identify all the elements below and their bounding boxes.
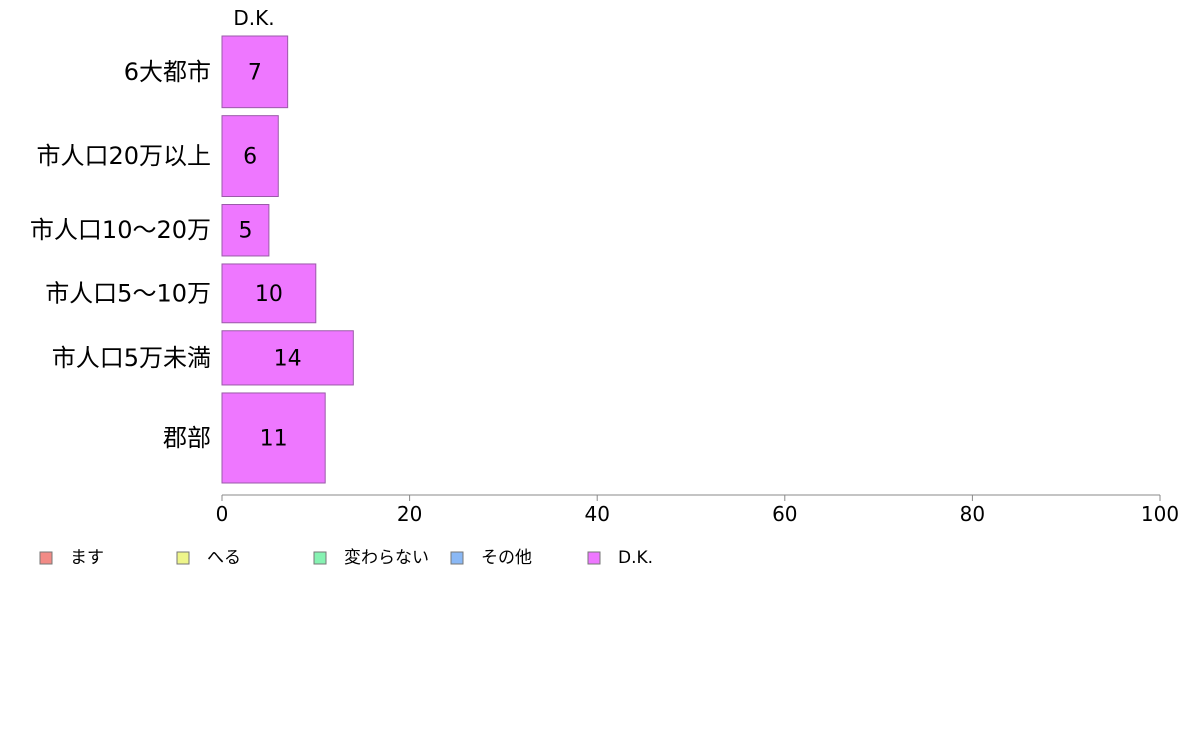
legend-label: D.K.	[618, 548, 653, 568]
bar	[221, 115, 279, 198]
x-tick-label: 80	[960, 502, 985, 526]
category-label: 市人口5万未満	[52, 344, 211, 372]
x-tick-label: 40	[584, 502, 609, 526]
legend-label: 変わらない	[344, 548, 429, 568]
bar	[221, 35, 289, 109]
category-label: 郡部	[163, 424, 211, 452]
bar-value-label: 5	[238, 219, 252, 244]
bar	[221, 204, 270, 257]
bar-value-label: 14	[274, 346, 302, 371]
series-title: D.K.	[233, 6, 274, 30]
legend-swatch	[176, 551, 190, 565]
x-tick-label: 0	[216, 502, 229, 526]
category-label: 6大都市	[124, 58, 211, 86]
legend-label: へる	[207, 548, 241, 568]
legend-swatch	[587, 551, 601, 565]
category-label: 市人口10～20万	[30, 216, 211, 244]
bar	[221, 330, 354, 386]
bar	[221, 263, 317, 324]
legend: ます へる 変わらない その他 D.K.	[39, 548, 653, 568]
x-tick-label: 20	[397, 502, 422, 526]
bar-value-label: 11	[260, 426, 288, 451]
bar-value-label: 10	[255, 282, 283, 307]
x-tick-label: 100	[1141, 502, 1179, 526]
legend-swatch	[313, 551, 327, 565]
bar-value-label: 7	[248, 60, 262, 85]
bars	[221, 35, 354, 484]
category-label: 市人口5～10万	[45, 279, 211, 307]
x-tick-label: 60	[772, 502, 797, 526]
category-label: 市人口20万以上	[36, 142, 211, 170]
legend-label: ます	[70, 548, 104, 568]
legend-swatch	[39, 551, 53, 565]
legend-swatch	[450, 551, 464, 565]
bar-value-labels: 7 6 5 10 14 11	[238, 60, 301, 451]
legend-label: その他	[481, 548, 532, 568]
bar-value-label: 6	[243, 145, 257, 170]
x-ticks: 0 20 40 60 80 100	[216, 495, 1179, 526]
bar	[221, 392, 326, 484]
